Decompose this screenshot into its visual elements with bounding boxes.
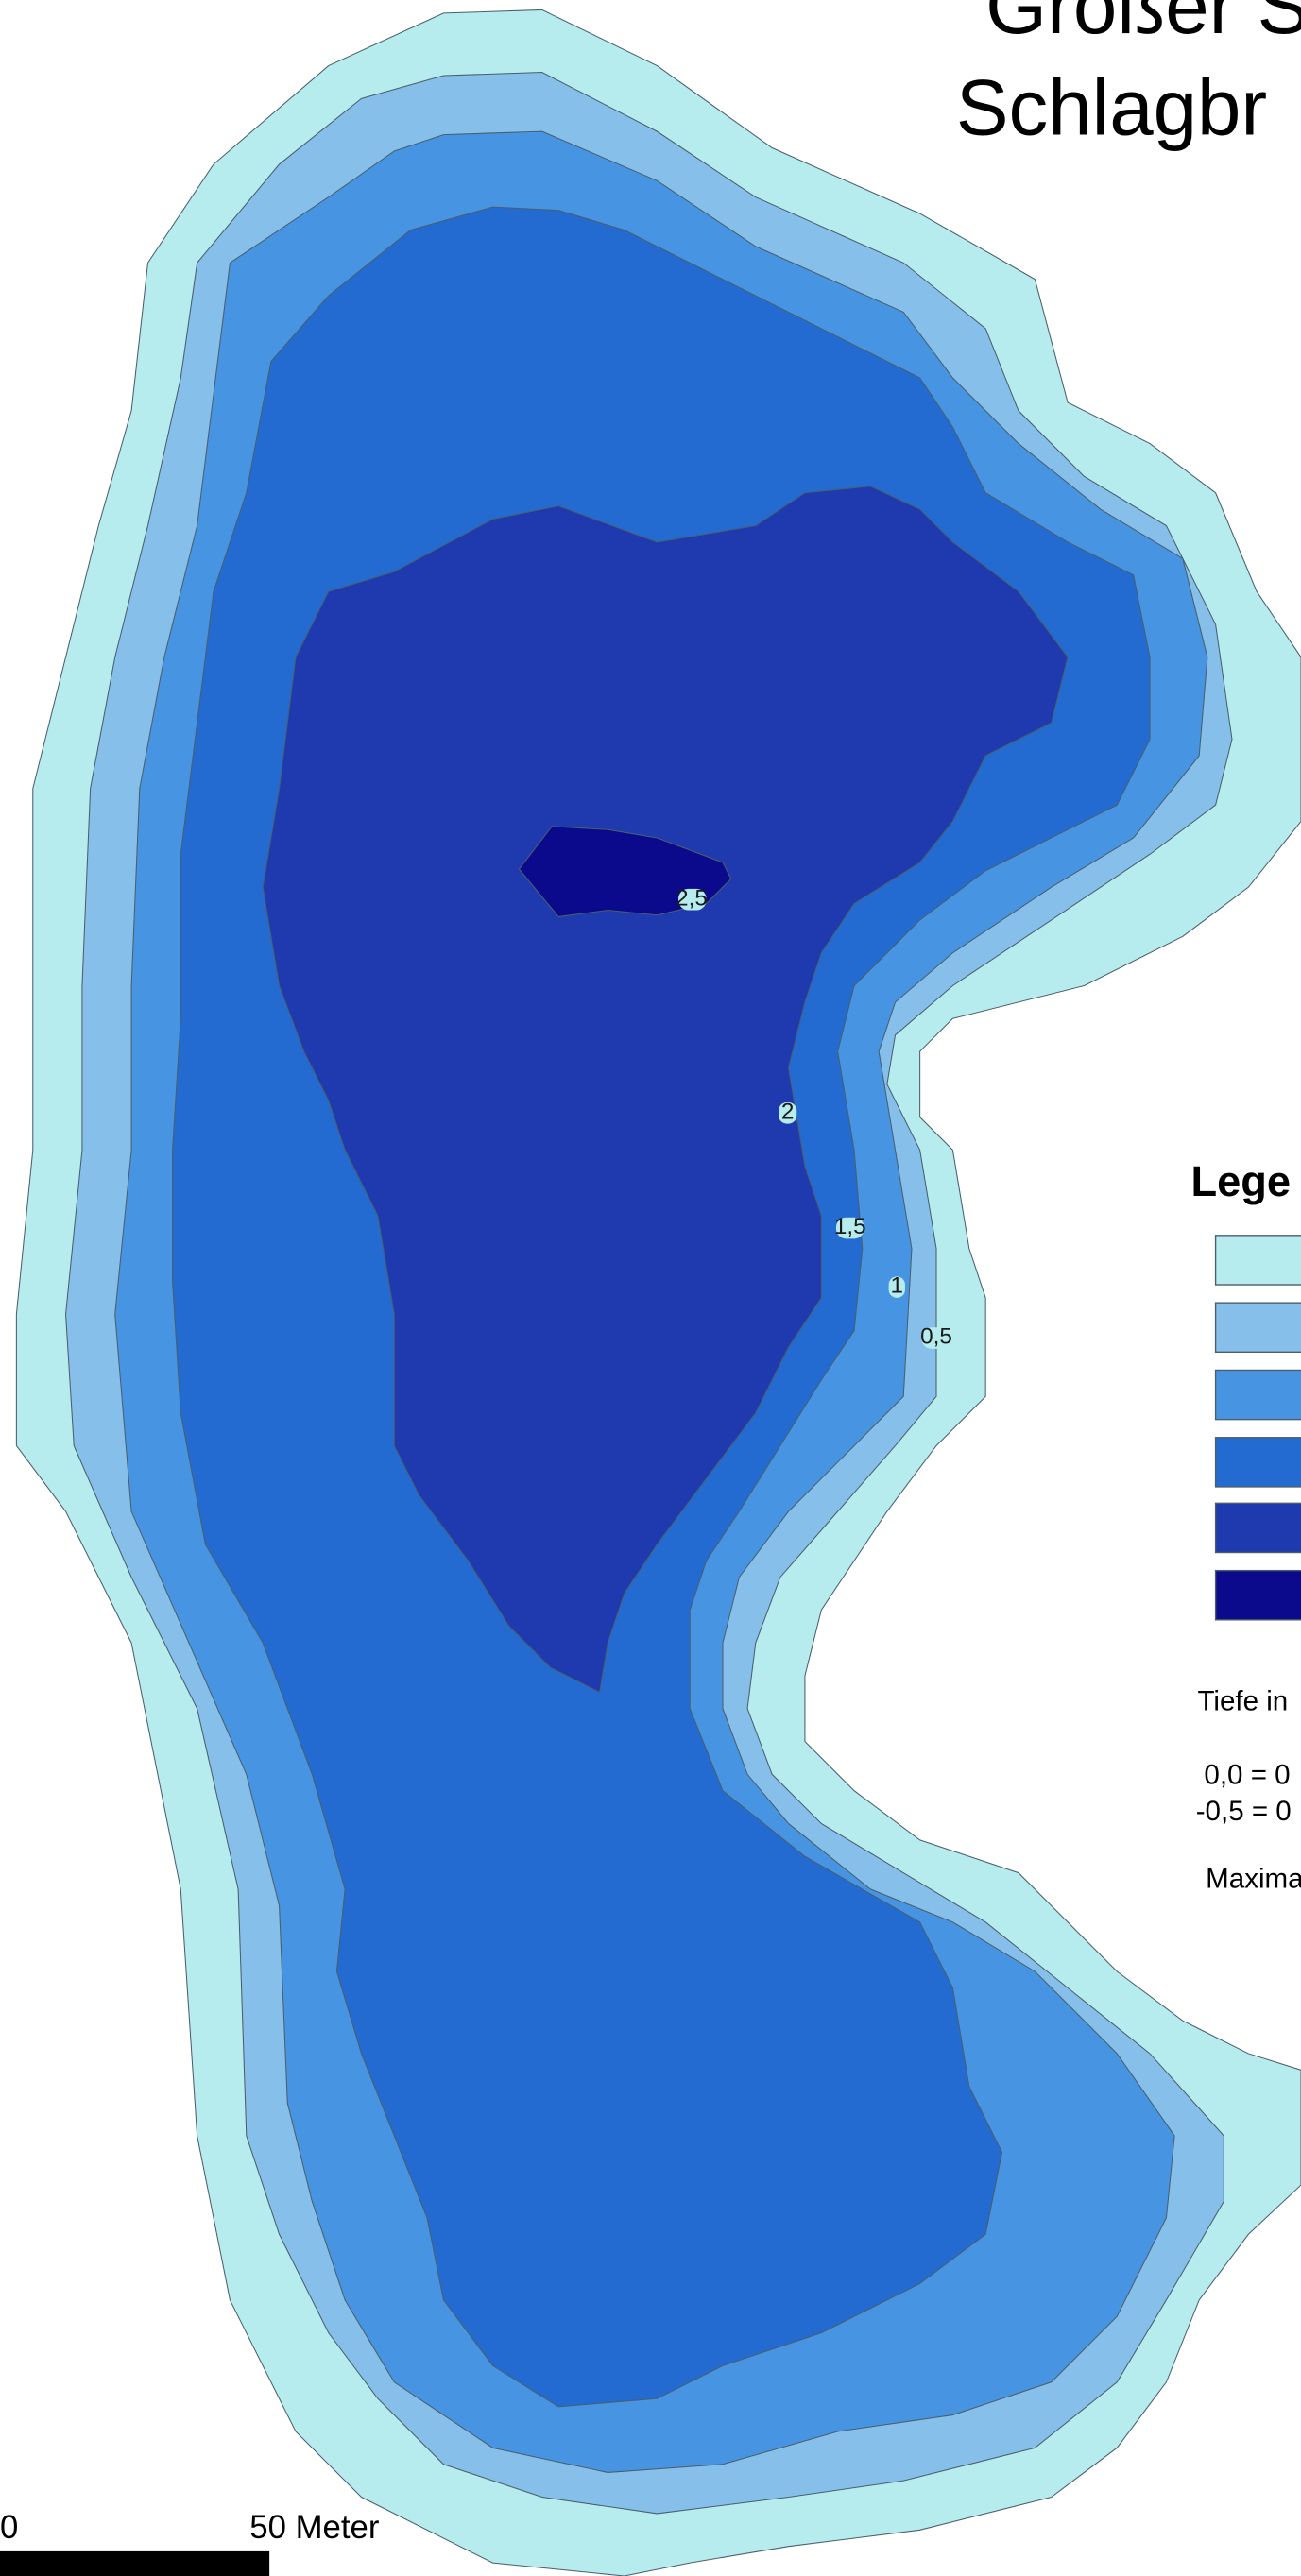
legend: Lege Tiefe in 0,0 = 0 -0,5 = 0 Maxima — [1191, 1157, 1301, 1894]
contour-label-2: 2 — [779, 1099, 797, 1124]
contour-labels: 2,5 2 1,5 1 0,5 — [676, 885, 952, 1349]
legend-swatch-0 — [1214, 1235, 1301, 1286]
depth-zone-2 — [262, 486, 1069, 1694]
legend-heading: Lege — [1191, 1157, 1291, 1205]
scale-bar: 0 50 Meter — [0, 2510, 379, 2576]
legend-swatch-2 — [1214, 1502, 1301, 1554]
contour-label-2-5-text: 2,5 — [676, 885, 708, 911]
scale-bar-start-label: 0 — [0, 2510, 18, 2546]
contour-label-0-5-text: 0,5 — [920, 1324, 952, 1350]
contour-label-0-5: 0,5 — [920, 1324, 952, 1350]
map-title: Großer S Schlagbr — [956, 0, 1301, 152]
depth-zone-2-5 — [518, 826, 732, 918]
contour-label-1: 1 — [888, 1273, 905, 1299]
legend-depth-unit: Tiefe in — [1197, 1685, 1288, 1716]
legend-class-line-2: -0,5 = 0 — [1196, 1796, 1292, 1827]
contour-label-2-text: 2 — [781, 1099, 795, 1124]
scale-bar-segment — [0, 2550, 270, 2576]
legend-swatch-0-5 — [1214, 1302, 1301, 1354]
legend-class-line-1: 0,0 = 0 — [1204, 1760, 1290, 1791]
contour-label-1-5: 1,5 — [834, 1214, 866, 1239]
contour-label-1-text: 1 — [891, 1273, 904, 1299]
contour-label-1-5-text: 1,5 — [834, 1214, 866, 1239]
map-title-line-2: Schlagbr — [956, 63, 1267, 152]
depth-zones — [15, 9, 1301, 2576]
legend-swatch-1 — [1214, 1369, 1301, 1421]
legend-swatch-1-5 — [1214, 1437, 1301, 1488]
legend-swatch-2-5 — [1214, 1569, 1301, 1621]
contour-label-2-5: 2,5 — [676, 885, 708, 911]
scale-bar-end-label: 50 Meter — [249, 2510, 379, 2546]
map-title-line-1: Großer S — [985, 0, 1301, 50]
legend-max-depth: Maxima — [1206, 1863, 1301, 1894]
